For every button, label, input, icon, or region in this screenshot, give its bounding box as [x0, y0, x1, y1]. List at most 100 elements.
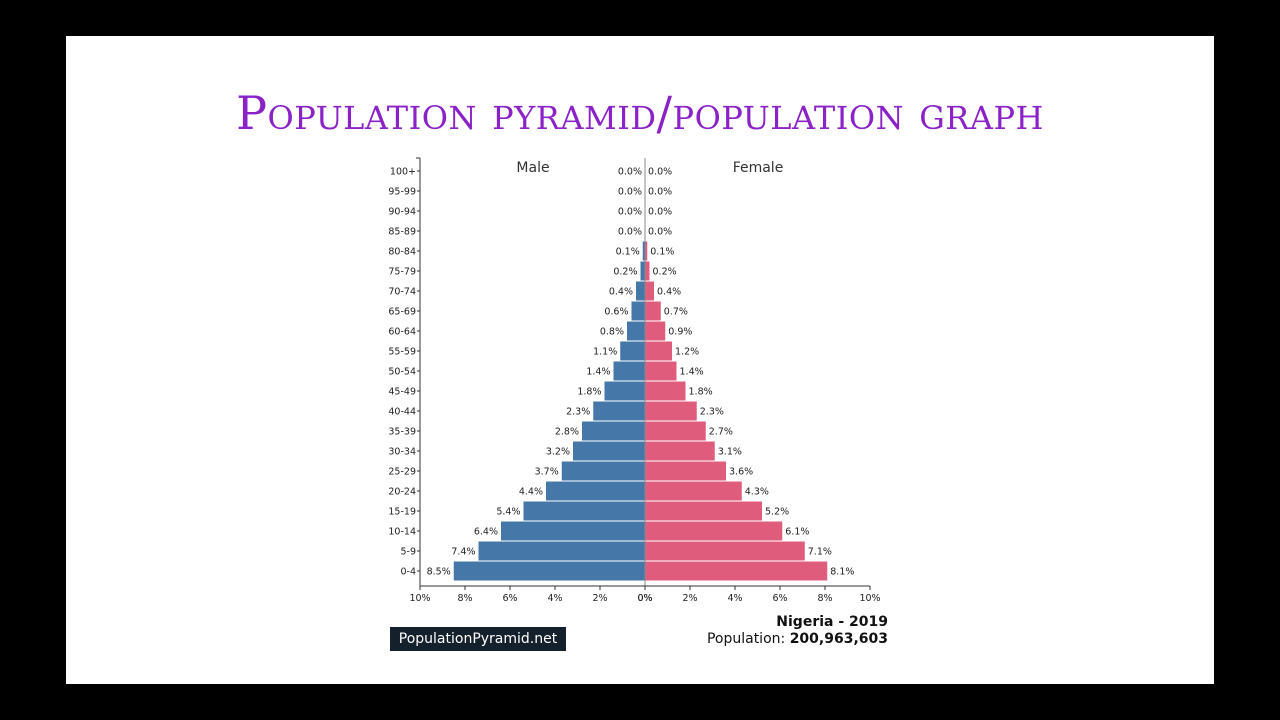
value-label-male: 2.3% [566, 407, 590, 418]
bar-male [523, 501, 645, 521]
age-label: 90-94 [388, 207, 416, 218]
bar-male [631, 301, 645, 321]
bar-female [645, 521, 783, 541]
value-label-female: 5.2% [765, 507, 789, 518]
value-label-male: 7.4% [451, 547, 475, 558]
population-value: 200,963,603 [789, 631, 888, 647]
bar-male [627, 321, 645, 341]
value-label-female: 1.8% [689, 387, 713, 398]
x-tick-label: 6% [502, 593, 517, 604]
value-label-female: 0.9% [668, 327, 692, 338]
population-pyramid-chart: Male Female 100+ 0.0% 0.0% 95-99 0.0% 0.0% 90-94… [66, 36, 1214, 684]
value-label-female: 3.1% [718, 447, 742, 458]
x-tick-label: 8% [457, 593, 472, 604]
age-label: 0-4 [400, 567, 416, 578]
bar-male [593, 401, 645, 421]
x-tick-label: 2% [682, 593, 697, 604]
value-label-female: 0.2% [653, 267, 677, 278]
value-label-female: 0.0% [648, 167, 672, 178]
bar-female [645, 541, 805, 561]
x-tick-label: 4% [727, 593, 742, 604]
x-tick-label: 8% [817, 593, 832, 604]
value-label-male: 0.6% [604, 307, 628, 318]
bar-male [573, 441, 645, 461]
x-tick-label: 2% [592, 593, 607, 604]
bar-female [645, 441, 715, 461]
bar-female [645, 461, 726, 481]
bar-male [640, 261, 645, 281]
bar-male [636, 281, 645, 301]
population-label: Population: [706, 631, 786, 647]
x-tick-label: 10% [859, 593, 880, 604]
value-label-male: 0.0% [618, 227, 642, 238]
bar-male [642, 241, 645, 261]
age-label: 95-99 [388, 187, 416, 198]
value-label-female: 0.0% [648, 207, 672, 218]
value-label-male: 5.4% [496, 507, 520, 518]
bar-male [620, 341, 645, 361]
bar-male [604, 381, 645, 401]
value-label-female: 1.2% [675, 347, 699, 358]
age-label: 5-9 [400, 547, 416, 558]
value-label-female: 0.0% [648, 227, 672, 238]
value-label-male: 0.0% [618, 187, 642, 198]
series-label-female: Female [733, 160, 784, 176]
value-label-male: 0.0% [618, 207, 642, 218]
age-label: 30-34 [388, 447, 416, 458]
age-label: 100+ [390, 167, 416, 178]
bar-female [645, 381, 686, 401]
age-label: 85-89 [388, 227, 416, 238]
value-label-male: 6.4% [474, 527, 498, 538]
bar-female [645, 421, 706, 441]
bar-female [645, 301, 661, 321]
bar-female [645, 481, 742, 501]
bar-female [645, 561, 828, 581]
age-label: 10-14 [388, 527, 416, 538]
value-label-male: 0.1% [616, 247, 640, 258]
value-label-female: 4.3% [745, 487, 769, 498]
bar-male [501, 521, 645, 541]
value-label-male: 1.8% [577, 387, 601, 398]
value-label-male: 0.0% [618, 167, 642, 178]
value-label-female: 0.4% [657, 287, 681, 298]
x-tick-label: 0% [637, 593, 652, 604]
x-tick-label: 6% [772, 593, 787, 604]
bar-male [561, 461, 645, 481]
age-label: 20-24 [388, 487, 416, 498]
value-label-female: 8.1% [830, 567, 854, 578]
x-tick-label: 4% [547, 593, 562, 604]
age-label: 60-64 [388, 327, 416, 338]
value-label-female: 0.7% [664, 307, 688, 318]
value-label-male: 4.4% [519, 487, 543, 498]
value-label-female: 2.7% [709, 427, 733, 438]
value-label-male: 1.4% [586, 367, 610, 378]
country-year: Nigeria - 2019 [776, 614, 888, 630]
slide-title: Population pyramid/population graph [236, 86, 1044, 140]
x-tick-label: 10% [409, 593, 430, 604]
brand-badge[interactable]: PopulationPyramid.net [390, 627, 566, 651]
age-label: 40-44 [388, 407, 416, 418]
age-label: 55-59 [388, 347, 416, 358]
age-label: 15-19 [388, 507, 416, 518]
bar-male [546, 481, 645, 501]
value-label-male: 0.2% [613, 267, 637, 278]
age-label: 45-49 [388, 387, 416, 398]
value-label-male: 0.8% [600, 327, 624, 338]
population-line: Population: 200,963,603 [707, 631, 888, 647]
value-label-female: 2.3% [700, 407, 724, 418]
bar-female [645, 401, 697, 421]
value-label-male: 1.1% [593, 347, 617, 358]
age-label: 50-54 [388, 367, 416, 378]
age-label: 25-29 [388, 467, 416, 478]
value-label-female: 3.6% [729, 467, 753, 478]
bar-female [645, 501, 762, 521]
age-label: 80-84 [388, 247, 416, 258]
value-label-female: 0.1% [650, 247, 674, 258]
slide: Population pyramid/population graph Male… [66, 36, 1214, 684]
x-tick-label: 0% [637, 593, 652, 604]
bar-male [478, 541, 645, 561]
bar-male [453, 561, 645, 581]
bar-male [613, 361, 645, 381]
value-label-male: 2.8% [555, 427, 579, 438]
value-label-male: 8.5% [427, 567, 451, 578]
